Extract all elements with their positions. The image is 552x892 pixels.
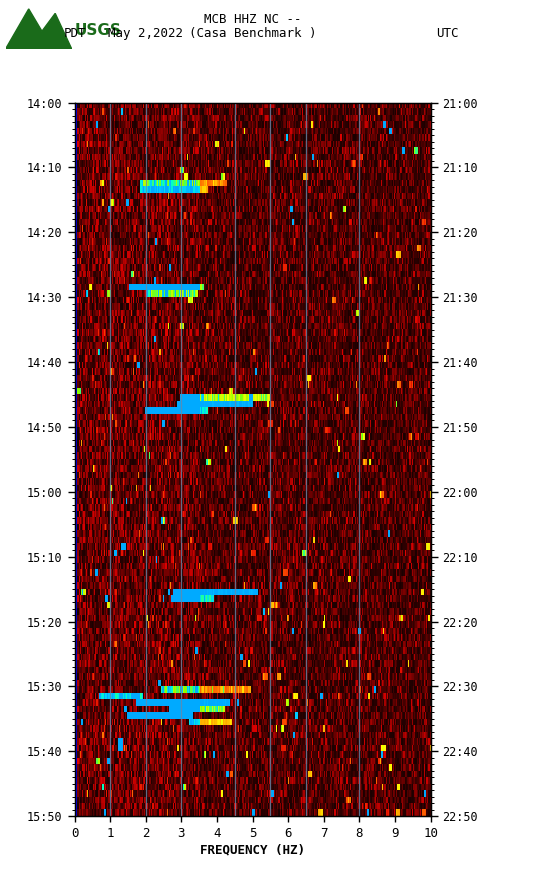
Text: UTC: UTC [436,27,459,39]
Text: MCB HHZ NC --: MCB HHZ NC -- [204,13,301,26]
X-axis label: FREQUENCY (HZ): FREQUENCY (HZ) [200,844,305,856]
Text: May 2,2022: May 2,2022 [108,27,183,39]
Text: USGS: USGS [75,23,121,37]
Text: (Casa Benchmark ): (Casa Benchmark ) [189,27,316,39]
Text: PDT: PDT [63,27,86,39]
Bar [75,103,77,816]
Polygon shape [6,9,72,49]
